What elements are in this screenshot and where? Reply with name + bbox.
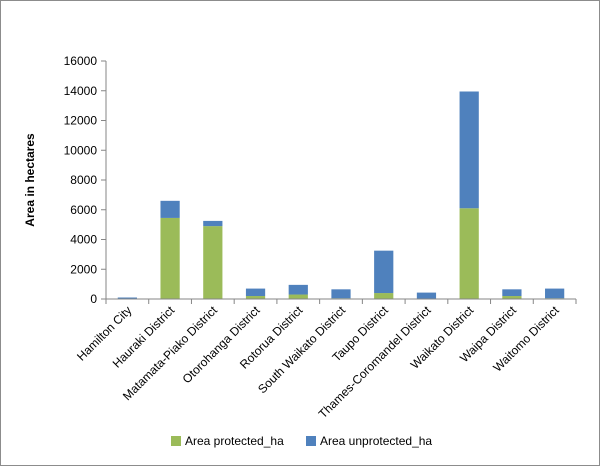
y-tick-label: 8000 [70,173,97,187]
y-tick-label: 4000 [70,233,97,247]
y-tick-label: 2000 [70,262,97,276]
bar-protected [203,226,222,299]
bar-unprotected [460,91,479,208]
y-tick-label: 16000 [64,54,98,68]
legend-label: Area protected_ha [185,434,284,448]
bar-unprotected [374,251,393,293]
legend-label: Area unprotected_ha [320,434,432,448]
y-axis-ticks: 0 2000 4000 6000 8000 10000 12000 14000 16000 [64,54,106,306]
bar-protected [460,208,479,299]
x-tick-label: Otorohanga District [180,303,263,386]
bar-unprotected [502,289,521,296]
y-tick-label: 0 [90,292,97,306]
bar-protected [160,218,179,299]
bar-unprotected [331,289,350,298]
legend: Area protected_ha Area unprotected_ha [171,434,432,448]
y-tick-label: 12000 [64,114,98,128]
y-tick-label: 6000 [70,203,97,217]
bar-unprotected [289,285,308,295]
legend-swatch [306,436,316,446]
bar-unprotected [545,289,564,299]
bar-protected [289,295,308,299]
y-tick-label: 10000 [64,143,98,157]
bar-unprotected [203,221,222,226]
bar-protected [374,293,393,299]
bar-unprotected [417,293,436,299]
legend-swatch [171,436,181,446]
bar-unprotected [160,201,179,218]
bar-unprotected [246,289,265,296]
bars [118,91,565,299]
y-tick-label: 14000 [64,84,98,98]
y-axis-label: Area in hectares [23,133,37,227]
